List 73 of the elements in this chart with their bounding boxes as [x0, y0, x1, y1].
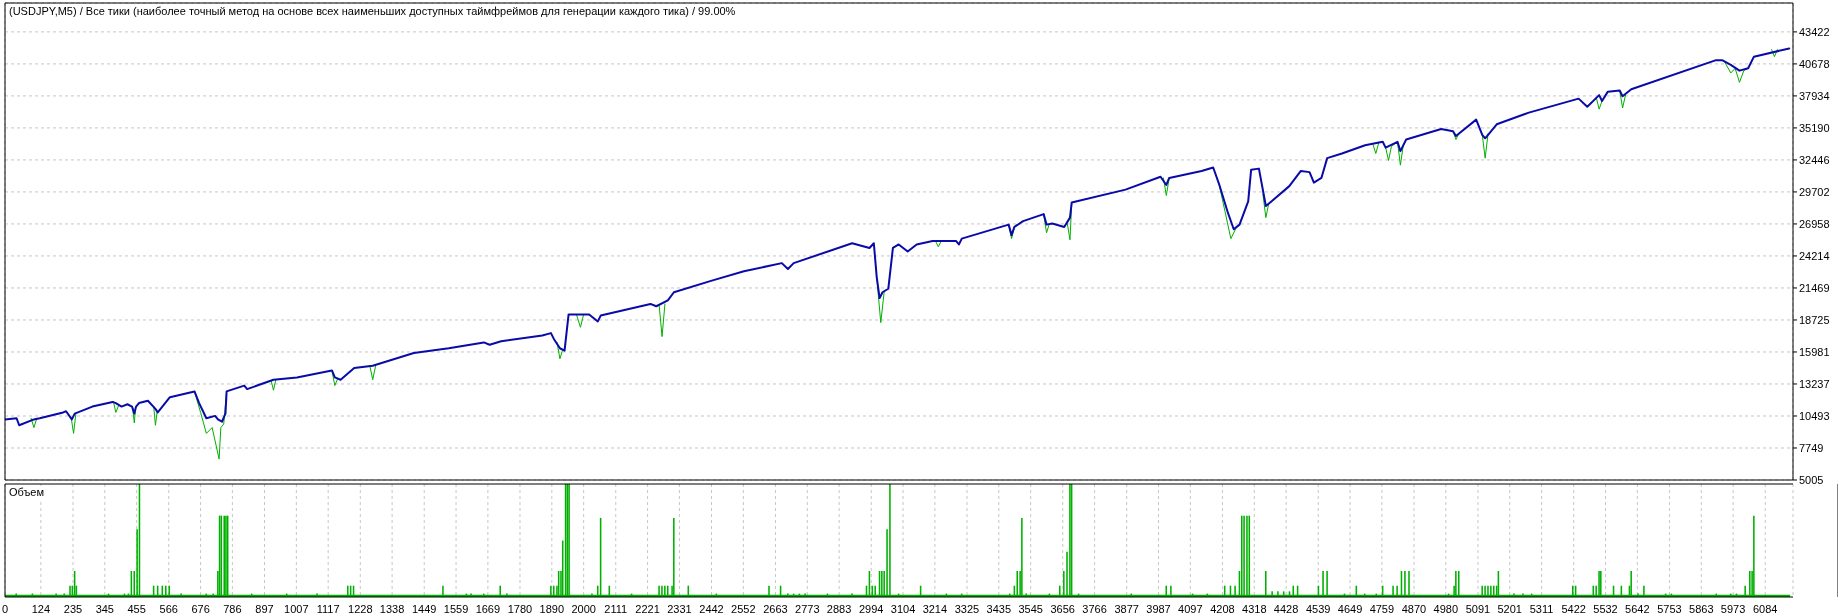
x-tick-label: 3656	[1050, 602, 1075, 614]
x-tick-label: 2883	[826, 602, 852, 614]
x-tick-label: 3435	[986, 602, 1012, 614]
y-tick-label: 32446	[1799, 153, 1830, 166]
x-tick-label: 1228	[348, 602, 373, 614]
x-tick-label: 4980	[1433, 602, 1459, 614]
x-tick-label: 3214	[922, 602, 948, 614]
x-tick-label: 2663	[763, 602, 788, 614]
x-tick-label: 4759	[1369, 602, 1395, 614]
y-tick-label: 13237	[1799, 377, 1830, 390]
x-tick-label: 3325	[954, 602, 980, 614]
x-tick-label: 3987	[1146, 602, 1171, 614]
y-tick-label: 15981	[1799, 345, 1830, 358]
x-tick-label: 4208	[1210, 602, 1235, 614]
y-tick-label: 43422	[1799, 25, 1830, 38]
x-tick-label: 1007	[284, 602, 309, 614]
x-tick-label: 4428	[1273, 602, 1299, 614]
x-tick-label: 5642	[1625, 602, 1650, 614]
x-tick-label: 897	[255, 602, 274, 614]
y-tick-label: 10493	[1799, 409, 1830, 422]
x-tick-label: 345	[95, 602, 114, 614]
x-tick-label: 5973	[1720, 602, 1746, 614]
x-tick-label: 2000	[571, 602, 596, 614]
x-tick-label: 2552	[731, 602, 756, 614]
x-tick-label: 2994	[858, 602, 884, 614]
y-tick-label: 5005	[1799, 473, 1824, 486]
x-tick-label: 2221	[635, 602, 660, 614]
y-tick-label: 29702	[1799, 185, 1830, 198]
x-tick-label: 5863	[1689, 602, 1714, 614]
x-tick-label: 4870	[1401, 602, 1427, 614]
y-tick-label: 26958	[1799, 217, 1830, 230]
x-tick-label: 5201	[1497, 602, 1522, 614]
y-tick-label: 37934	[1799, 89, 1830, 102]
chart-title: (USDJPY,M5) / Все тики (наиболее точный метод на основе всех наименьших доступных таймфреймов для генерации каждого тика) / 99.00%	[9, 5, 736, 18]
x-tick-label: 3877	[1114, 602, 1139, 614]
x-tick-label: 0	[1, 602, 9, 614]
x-tick-label: 4318	[1242, 602, 1267, 614]
x-tick-label: 2773	[795, 602, 820, 614]
x-tick-label: 4539	[1305, 602, 1331, 614]
x-tick-label: 2442	[699, 602, 724, 614]
x-tick-label: 1780	[507, 602, 533, 614]
x-tick-label: 2111	[604, 602, 628, 614]
x-tick-label: 5422	[1561, 602, 1586, 614]
x-tick-label: 4649	[1337, 602, 1363, 614]
x-tick-label: 1669	[475, 602, 501, 614]
x-tick-label: 786	[223, 602, 242, 614]
y-tick-label: 35190	[1799, 121, 1830, 134]
x-tick-label: 3104	[890, 602, 916, 614]
x-tick-label: 1449	[411, 602, 437, 614]
x-tick-label: 4097	[1178, 602, 1203, 614]
y-tick-label: 18725	[1799, 313, 1830, 326]
x-tick-label: 124	[31, 602, 51, 614]
y-tick-label: 24214	[1799, 249, 1830, 262]
x-tick-label: 2331	[667, 602, 692, 614]
x-tick-label: 5091	[1465, 602, 1491, 614]
x-tick-label: 235	[63, 602, 83, 614]
x-tick-label: 5311	[1529, 602, 1554, 614]
x-tick-label: 6084	[1752, 602, 1778, 614]
x-tick-label: 1559	[443, 602, 469, 614]
y-tick-label: 7749	[1799, 441, 1824, 454]
x-tick-label: 1338	[379, 602, 405, 614]
x-tick-label: 3545	[1018, 602, 1043, 614]
x-tick-label: 5532	[1593, 602, 1618, 614]
x-tick-label: 455	[127, 602, 146, 614]
x-tick-label: 3766	[1082, 602, 1107, 614]
x-tick-label: 5753	[1657, 602, 1682, 614]
y-tick-label: 40678	[1799, 57, 1830, 70]
x-tick-label: 1890	[539, 602, 565, 614]
chart-title: Объем	[9, 486, 45, 499]
x-tick-label: 566	[159, 602, 178, 614]
x-tick-label: 1117	[316, 602, 340, 614]
y-tick-label: 21469	[1799, 281, 1830, 294]
x-tick-label: 676	[191, 602, 210, 614]
